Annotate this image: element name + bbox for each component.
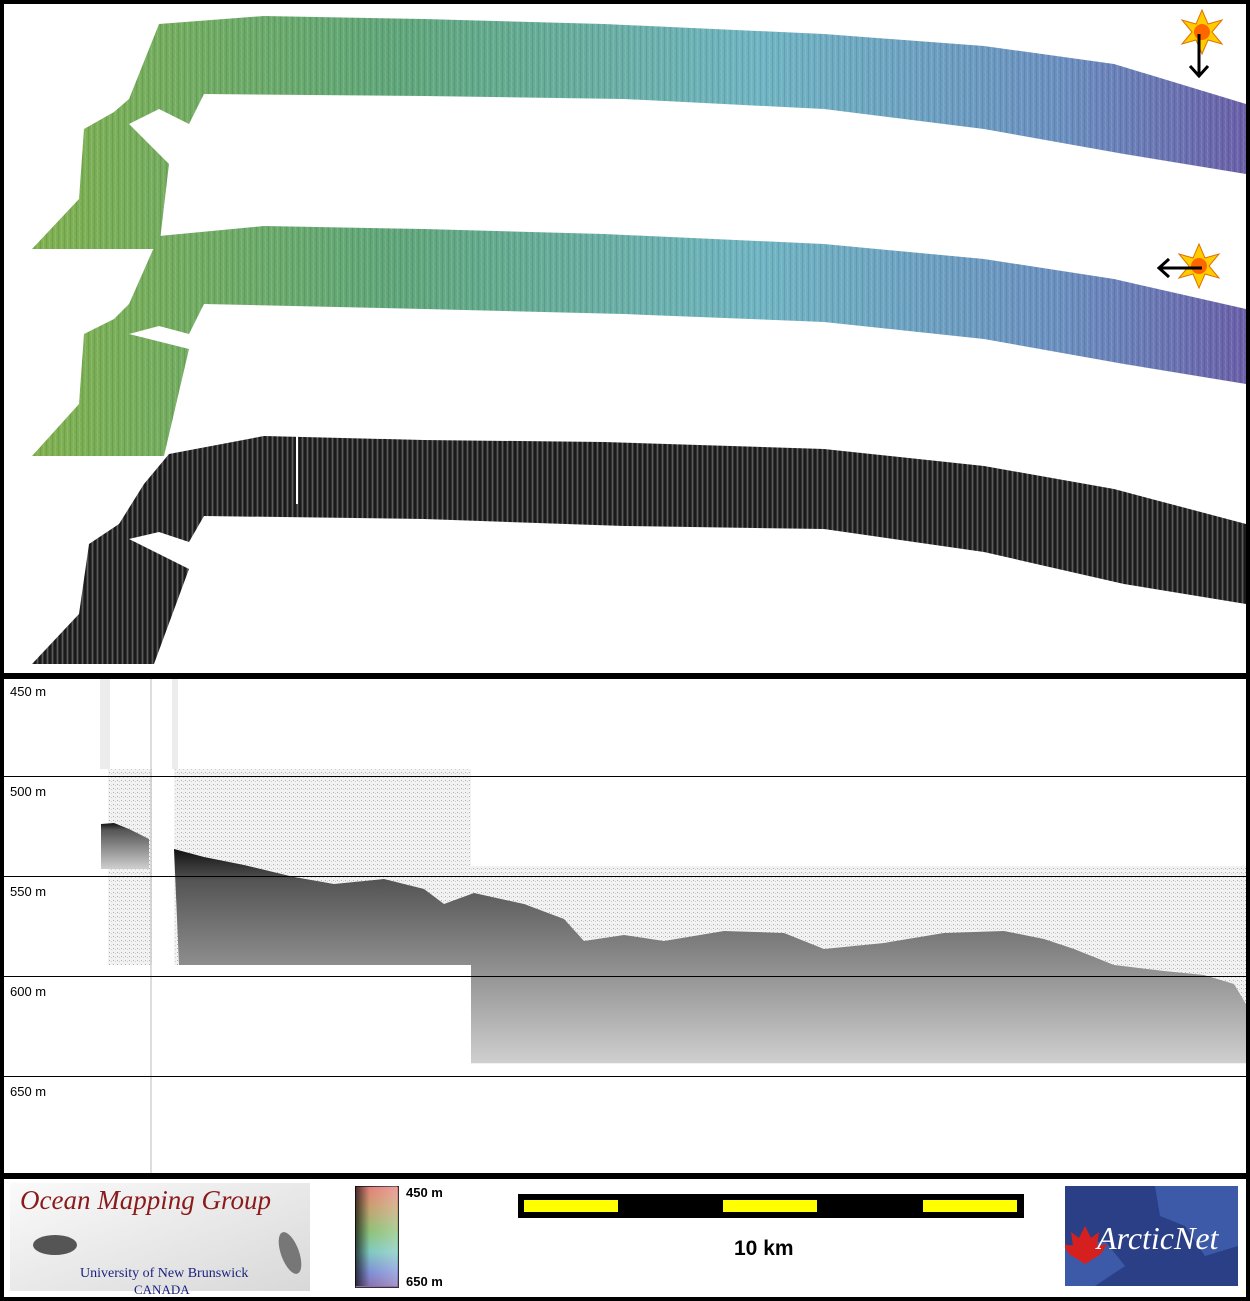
arcticnet-wordmark: ArcticNet [1097, 1220, 1219, 1256]
depth-gridline [4, 1076, 1246, 1077]
backscatter-swath [32, 436, 1246, 664]
scale-segment [524, 1200, 618, 1212]
fish-silhouette-icon [33, 1235, 77, 1255]
seafloor-return [101, 823, 149, 869]
depth-gridline [4, 876, 1246, 877]
arrow-left-icon [1156, 257, 1202, 279]
bathymetry-swath-north-lit [32, 16, 1246, 249]
logo-university: University of New Brunswick [80, 1266, 249, 1281]
depth-gridline [4, 776, 1246, 777]
maple-leaf-icon [1065, 1226, 1107, 1264]
scale-label: 10 km [734, 1237, 794, 1260]
arrow-down-icon [1188, 34, 1210, 79]
colorbar-bottom-label: 650 m [406, 1274, 443, 1289]
scale-bar [518, 1194, 1024, 1218]
echogram-panel: 450 m 500 m 550 m 600 m 650 m [4, 679, 1246, 1173]
echogram [100, 679, 1246, 1173]
fish-silhouette-icon [278, 1232, 302, 1274]
ocean-mapping-group-logo: Ocean Mapping Group University of New Br… [10, 1183, 310, 1297]
depth-label: 450 m [10, 684, 47, 699]
scale-segment [923, 1200, 1017, 1212]
swath-maps [32, 8, 1246, 664]
depth-label: 500 m [10, 784, 47, 799]
map-panel [4, 4, 1246, 673]
depth-label: 600 m [10, 984, 47, 999]
logo-title: Ocean Mapping Group [20, 1185, 271, 1215]
seafloor-return [174, 849, 1246, 1063]
depth-gridline [4, 976, 1246, 977]
echogram-strip [100, 679, 110, 769]
bathymetry-swath-east-lit [32, 226, 1246, 456]
sun-icon [1180, 8, 1224, 56]
logo-country: CANADA [134, 1282, 190, 1297]
sun-icon [1177, 242, 1221, 290]
colorbar-top-label: 450 m [406, 1185, 443, 1200]
scale-segment [723, 1200, 817, 1212]
footer-panel: Ocean Mapping Group University of New Br… [4, 1179, 1246, 1297]
echogram-strip [172, 679, 178, 769]
depth-label: 550 m [10, 884, 47, 899]
depth-label: 650 m [10, 1084, 47, 1099]
arcticnet-logo: ArcticNet [1065, 1186, 1238, 1286]
